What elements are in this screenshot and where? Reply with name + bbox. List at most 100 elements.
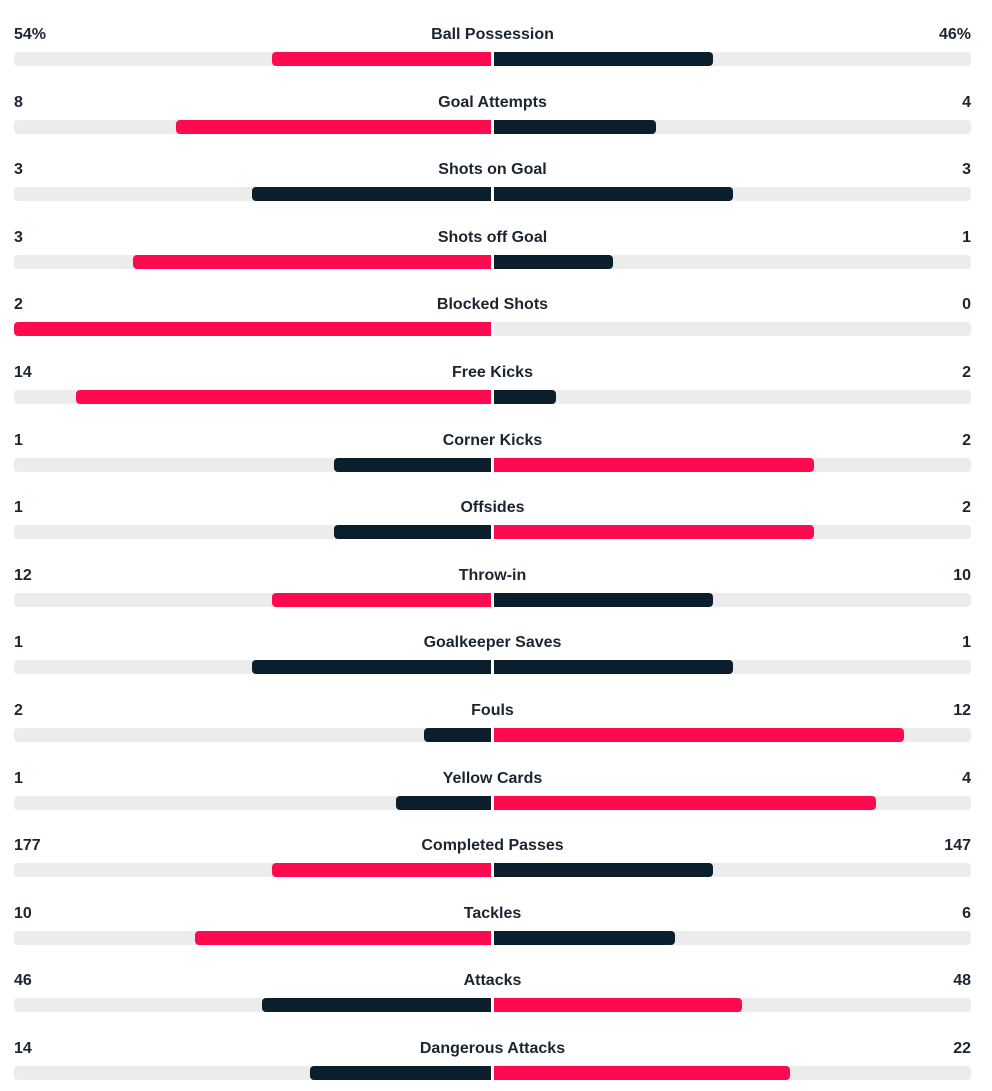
stat-label: Corner Kicks <box>442 432 543 449</box>
away-bar-fill <box>494 593 713 607</box>
stat-label: Blocked Shots <box>436 296 549 313</box>
away-bar-fill <box>494 458 814 472</box>
stat-bar <box>14 593 971 607</box>
stat-text: 1 Offsides 2 <box>14 497 971 519</box>
away-bar-track <box>494 255 971 269</box>
away-bar-track <box>494 525 971 539</box>
stat-label: Shots off Goal <box>437 229 548 246</box>
home-bar-track <box>14 322 491 336</box>
home-value: 12 <box>14 567 32 584</box>
stat-bar <box>14 998 971 1012</box>
stat-row-corner-kicks: 1 Corner Kicks 2 <box>0 416 992 483</box>
stat-row-goalkeeper-saves: 1 Goalkeeper Saves 1 <box>0 618 992 685</box>
stat-bar <box>14 120 971 134</box>
home-value: 1 <box>14 770 23 787</box>
away-bar-track <box>494 796 971 810</box>
stat-bar <box>14 1066 971 1080</box>
stat-label: Shots on Goal <box>438 161 547 178</box>
stat-row-goal-attempts: 8 Goal Attempts 4 <box>0 78 992 145</box>
stat-row-fouls: 2 Fouls 12 <box>0 686 992 753</box>
stat-bar <box>14 52 971 66</box>
home-bar-fill <box>76 390 491 404</box>
away-bar-track <box>494 728 971 742</box>
stat-row-shots-on-goal: 3 Shots on Goal 3 <box>0 145 992 212</box>
stat-text: 3 Shots off Goal 1 <box>14 227 971 249</box>
home-bar-fill <box>262 998 491 1012</box>
home-bar-fill <box>252 660 491 674</box>
home-bar-track <box>14 255 491 269</box>
home-bar-track <box>14 660 491 674</box>
stat-row-throw-in: 12 Throw-in 10 <box>0 551 992 618</box>
away-bar-track <box>494 593 971 607</box>
home-bar-fill <box>310 1066 491 1080</box>
home-bar-fill <box>424 728 491 742</box>
stat-text: 177 Completed Passes 147 <box>14 835 971 857</box>
home-bar-fill <box>334 525 491 539</box>
stat-label: Completed Passes <box>421 837 564 854</box>
stat-row-blocked-shots: 2 Blocked Shots 0 <box>0 280 992 347</box>
away-bar-fill <box>494 1066 790 1080</box>
home-bar-fill <box>334 458 491 472</box>
away-bar-fill <box>494 998 742 1012</box>
stat-bar <box>14 322 971 336</box>
stat-label: Attacks <box>463 972 522 989</box>
home-bar-fill <box>14 322 491 336</box>
stat-label: Goal Attempts <box>438 94 547 111</box>
away-value: 4 <box>962 770 971 787</box>
stat-text: 14 Dangerous Attacks 22 <box>14 1038 971 1060</box>
stat-bar <box>14 255 971 269</box>
stat-row-yellow-cards: 1 Yellow Cards 4 <box>0 754 992 821</box>
stat-text: 3 Shots on Goal 3 <box>14 159 971 181</box>
away-bar-track <box>494 863 971 877</box>
stat-text: 46 Attacks 48 <box>14 970 971 992</box>
stat-row-attacks: 46 Attacks 48 <box>0 956 992 1023</box>
home-bar-track <box>14 998 491 1012</box>
stat-row-ball-possession: 54% Ball Possession 46% <box>0 10 992 77</box>
away-bar-track <box>494 322 971 336</box>
stat-text: 2 Fouls 12 <box>14 700 971 722</box>
stat-bar <box>14 187 971 201</box>
home-value: 14 <box>14 1040 32 1057</box>
home-bar-track <box>14 728 491 742</box>
stat-label: Offsides <box>460 499 525 516</box>
away-bar-fill <box>494 52 713 66</box>
stat-row-completed-passes: 177 Completed Passes 147 <box>0 821 992 888</box>
stat-row-offsides: 1 Offsides 2 <box>0 483 992 550</box>
stat-text: 54% Ball Possession 46% <box>14 24 971 46</box>
away-value: 2 <box>962 432 971 449</box>
stat-text: 8 Goal Attempts 4 <box>14 92 971 114</box>
away-value: 2 <box>962 364 971 381</box>
home-bar-fill <box>272 593 491 607</box>
away-bar-fill <box>494 187 733 201</box>
stat-text: 1 Goalkeeper Saves 1 <box>14 632 971 654</box>
home-value: 54% <box>14 26 47 43</box>
home-bar-track <box>14 52 491 66</box>
stat-bar <box>14 728 971 742</box>
home-bar-track <box>14 458 491 472</box>
stat-label: Throw-in <box>458 567 527 584</box>
away-bar-track <box>494 187 971 201</box>
away-bar-fill <box>494 525 814 539</box>
stat-row-free-kicks: 14 Free Kicks 2 <box>0 348 992 415</box>
away-bar-fill <box>494 728 904 742</box>
home-bar-track <box>14 593 491 607</box>
away-bar-track <box>494 660 971 674</box>
away-value: 1 <box>962 634 971 651</box>
stat-bar <box>14 863 971 877</box>
home-value: 46 <box>14 972 32 989</box>
away-bar-track <box>494 52 971 66</box>
stat-text: 14 Free Kicks 2 <box>14 362 971 384</box>
stat-label: Fouls <box>471 702 514 719</box>
home-bar-track <box>14 1066 491 1080</box>
stat-text: 1 Corner Kicks 2 <box>14 430 971 452</box>
stat-label: Yellow Cards <box>442 770 543 787</box>
stat-label: Ball Possession <box>431 26 554 43</box>
home-bar-fill <box>176 120 491 134</box>
stat-bar <box>14 390 971 404</box>
away-bar-fill <box>494 931 675 945</box>
away-value: 2 <box>962 499 971 516</box>
away-bar-track <box>494 998 971 1012</box>
away-bar-fill <box>494 863 713 877</box>
stat-text: 12 Throw-in 10 <box>14 565 971 587</box>
away-bar-fill <box>494 660 733 674</box>
